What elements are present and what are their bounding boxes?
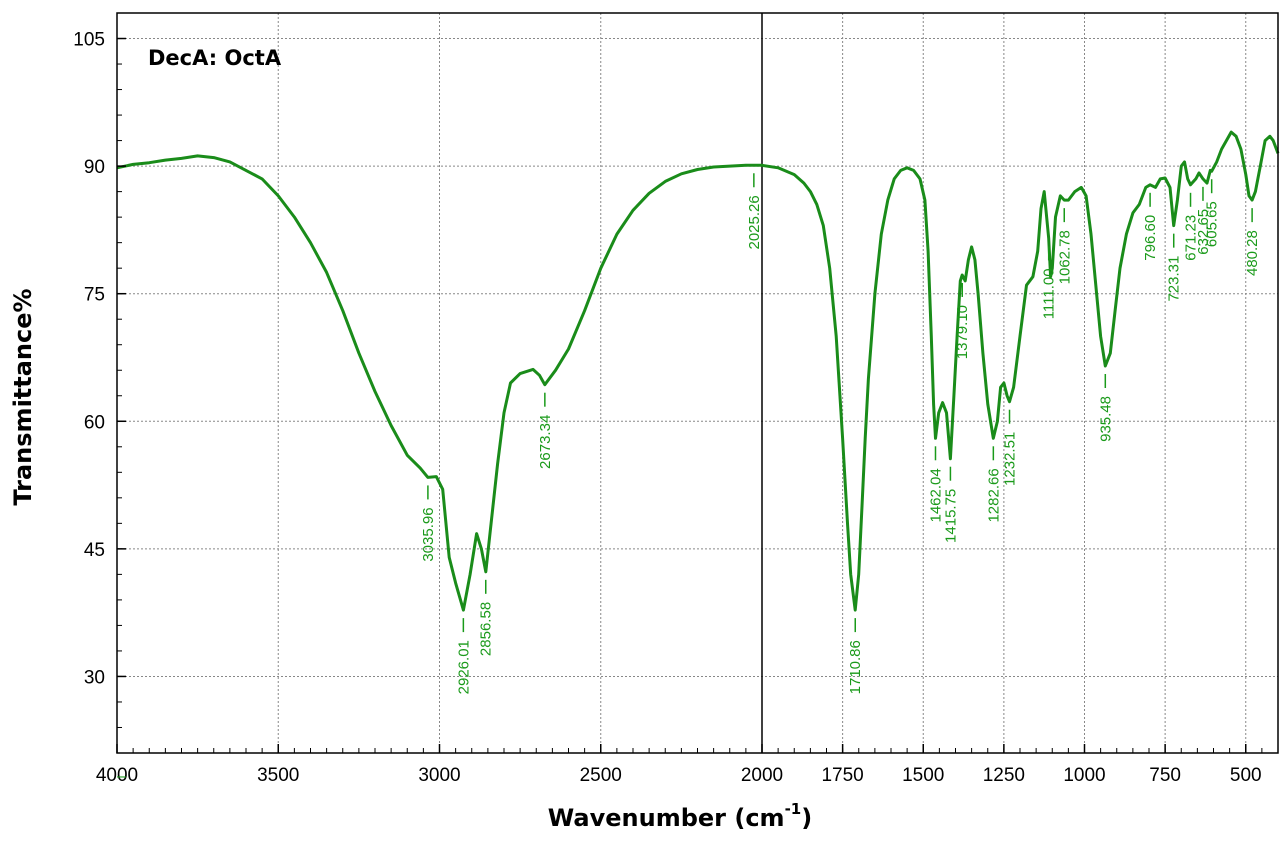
y-tick-label: 105: [73, 30, 105, 51]
x-tick-label: 3500: [257, 765, 299, 786]
peak-label: 1062.78: [1056, 230, 1073, 284]
y-tick-label: 75: [84, 285, 105, 306]
x-tick-label: 1000: [1063, 765, 1105, 786]
peak-label: 632.65: [1195, 209, 1212, 255]
x-tick-label: 1250: [983, 765, 1025, 786]
peak-label: 480.28: [1244, 230, 1261, 276]
peak-label: 796.60: [1142, 215, 1159, 261]
peak-label: 2856.58: [478, 602, 495, 656]
x-tick-label: 500: [1230, 765, 1262, 786]
peak-label: 2673.34: [537, 415, 554, 469]
peak-label: 3035.96: [420, 507, 437, 561]
y-tick-label: 90: [84, 157, 105, 178]
peak-label: 935.48: [1097, 396, 1114, 442]
peak-label: 1710.86: [847, 640, 864, 694]
x-tick-label: 750: [1149, 765, 1181, 786]
y-tick-label: 60: [84, 412, 105, 433]
peak-label: 1111.00: [1041, 268, 1058, 319]
peak-label: 605.65: [1204, 201, 1221, 247]
chart-annotation: DecA: OctA: [148, 46, 282, 70]
peak-label: 1415.75: [942, 489, 959, 543]
x-axis-title-main: Wavenumber (cm: [548, 804, 785, 832]
x-tick-label: 3000: [418, 765, 460, 786]
peak-label: 1379.10: [954, 305, 971, 359]
peak-labels: 3035.96 2926.01 2856.58 2673.34 2025.26 1710.…: [420, 195, 1261, 694]
peak-label: 1462.04: [927, 468, 944, 522]
y-tick-label: 30: [84, 667, 105, 688]
y-axis-ticks: 30 45 60 75 90 105: [73, 12, 126, 728]
peak-label: 723.31: [1166, 256, 1183, 302]
peak-label: 671.23: [1183, 215, 1200, 261]
peak-label: 2025.26: [746, 195, 763, 249]
peak-label: 2926.01: [455, 640, 472, 694]
x-axis-ticks: 4000 3500 3000 2500 2000 1750 1500 1250 1000 750 5…: [96, 744, 1279, 786]
x-tick-label: 1500: [902, 765, 944, 786]
grid-lines: [116, 13, 1278, 753]
peak-label: 1282.66: [985, 468, 1002, 522]
x-tick-label: 4000: [96, 765, 138, 786]
y-axis-title: Transmittance%: [9, 288, 37, 505]
x-axis-title: Wavenumber (cm-1): [548, 800, 812, 832]
plot-frame: [116, 12, 1279, 754]
x-axis-title-superscript: -1: [785, 800, 802, 818]
x-tick-label: 2500: [580, 765, 622, 786]
x-tick-label: 1750: [821, 765, 863, 786]
x-axis-title-tail: ): [801, 804, 812, 832]
peak-label: 1232.51: [1002, 432, 1019, 486]
x-tick-label: 2000: [741, 765, 783, 786]
peak-markers: [427, 173, 1253, 633]
spectrum-line: [116, 130, 1280, 612]
legend-marker: –: [117, 768, 126, 785]
y-tick-label: 45: [84, 540, 105, 561]
